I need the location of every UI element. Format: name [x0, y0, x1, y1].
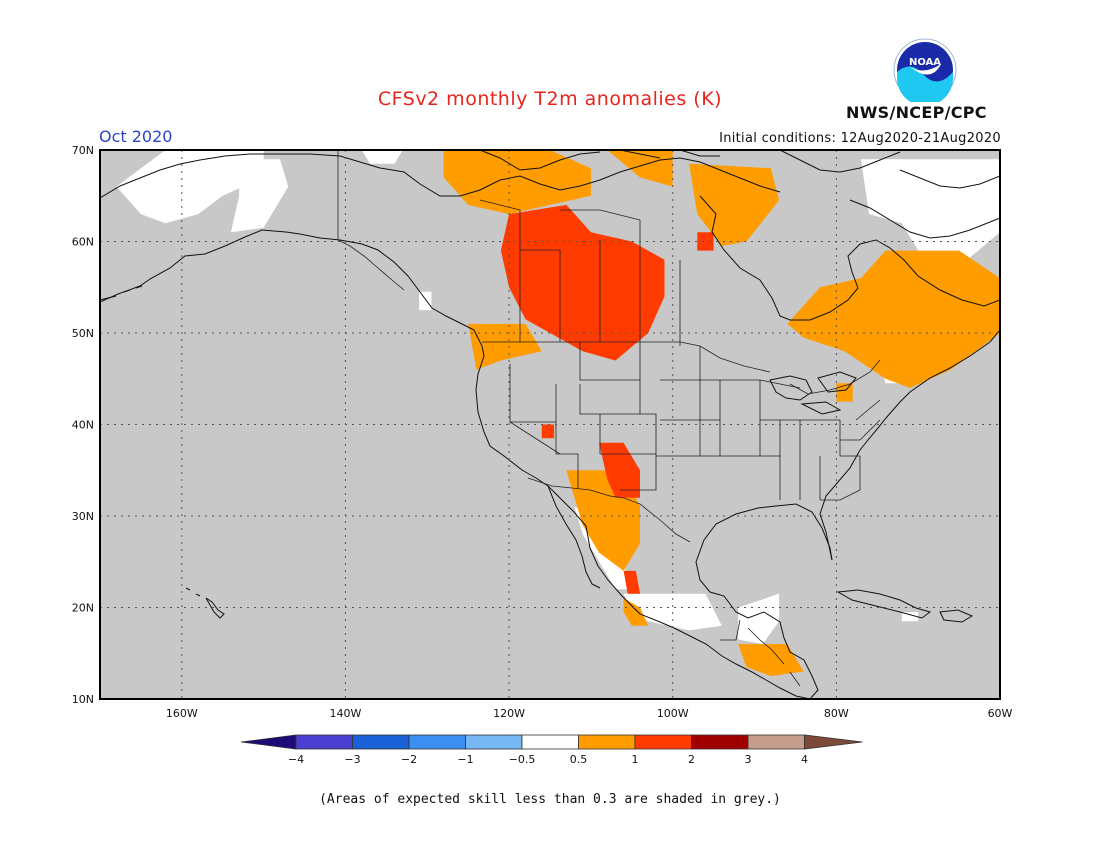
region-red-hudson-west: [697, 232, 714, 251]
skill-footnote: (Areas of expected skill less than 0.3 a…: [319, 792, 781, 807]
colorbar-swatch: [465, 734, 523, 750]
colorbar-swatch: [747, 734, 805, 750]
colorbar-label: −0.5: [509, 753, 536, 766]
colorbar-arrow-low: [240, 734, 297, 750]
colorbar-label: −4: [288, 753, 304, 766]
colorbar: −4 −3 −2 −1 −0.5 0.5 1 2 3 4: [240, 734, 863, 766]
border-central-america: [720, 619, 801, 687]
coastline-florida-east: [819, 329, 1000, 561]
coastline-hudson-bay: [699, 195, 1000, 321]
border-canada-provinces: [479, 199, 681, 346]
region-orange-nunavut: [607, 150, 673, 187]
region-white-hudson-east: [860, 159, 1000, 260]
lat-label: 40N: [72, 419, 94, 432]
political-borders: [337, 150, 881, 687]
lat-label: 70N: [72, 144, 94, 157]
map-frame: [99, 149, 1001, 700]
lat-label: 30N: [72, 510, 94, 523]
colorbar-label: 2: [688, 753, 695, 766]
colorbar-swatch: [295, 734, 353, 750]
region-orange-great-lakes: [836, 383, 853, 402]
lat-label: 60N: [72, 236, 94, 249]
axis-labels: 70N 60N 50N 40N 30N 20N 10N 160W 140W 120W 100W 80W…: [72, 144, 1013, 720]
noaa-logo: NOAA: [893, 38, 957, 102]
colorbar-swatch: [352, 734, 410, 750]
coastline-islands-north: [479, 150, 1000, 189]
coastline-alaska-north: [100, 153, 341, 199]
border-alaska-canada: [337, 150, 405, 291]
region-white-alaska-central: [230, 159, 289, 233]
border-us-canada: [482, 341, 881, 395]
region-orange-central-america: [738, 644, 804, 677]
lon-label: 60W: [988, 707, 1013, 720]
colorbar-arrow-high: [804, 734, 863, 750]
region-red-nevada: [541, 424, 555, 439]
border-states-east: [759, 379, 881, 501]
colorbar-label: −1: [457, 753, 473, 766]
colorbar-label: −2: [401, 753, 417, 766]
region-orange-bc-north: [468, 323, 542, 370]
coastline-great-lakes: [769, 371, 857, 415]
logo-text: NOAA: [909, 57, 941, 68]
border-states-west: [509, 342, 761, 491]
map-title: CFSv2 monthly T2m anomalies (K): [377, 88, 723, 110]
forecast-month: Oct 2020: [99, 127, 173, 146]
coastline-hawaii: [185, 587, 225, 619]
region-white-canada-north: [361, 150, 403, 164]
border-us-mexico: [527, 477, 691, 543]
colorbar-swatch: [691, 734, 749, 750]
region-white-yucatan: [738, 593, 780, 645]
coastline-hispaniola: [939, 609, 974, 623]
region-white-alaska-north: [116, 150, 264, 224]
colorbar-label: −3: [344, 753, 360, 766]
coastline-aleutians: [100, 285, 143, 301]
colorbar-swatch: [578, 734, 636, 750]
graticule: [100, 150, 1000, 699]
region-white-bc: [419, 291, 432, 311]
lon-label: 120W: [493, 707, 525, 720]
colorbar-swatch: [521, 734, 579, 750]
agency-label: NWS/NCEP/CPC: [846, 103, 987, 122]
initial-conditions: Initial conditions: 12Aug2020-21Aug2020: [719, 131, 1001, 146]
lon-label: 80W: [824, 707, 849, 720]
region-red-prairies: [500, 204, 665, 361]
anomaly-regions: [116, 150, 1000, 677]
colorbar-label: 0.5: [570, 753, 588, 766]
colorbar-label: 1: [632, 753, 639, 766]
coastline-north-america: [100, 229, 811, 699]
colorbar-swatch: [634, 734, 692, 750]
colorbar-label: 3: [745, 753, 752, 766]
coastline-cuba: [836, 589, 932, 619]
region-orange-mexico-west: [623, 598, 649, 626]
coastline-baffin: [849, 199, 1000, 239]
region-red-sinaloa: [623, 570, 640, 594]
colorbar-swatch: [408, 734, 466, 750]
region-white-caribbean: [901, 612, 919, 622]
coastline-arctic: [339, 155, 781, 197]
lon-label: 100W: [657, 707, 689, 720]
region-red-four-corners: [599, 442, 640, 498]
lon-label: 160W: [166, 707, 198, 720]
lon-label: 140W: [330, 707, 362, 720]
lat-label: 20N: [72, 602, 94, 615]
region-orange-canada-north: [443, 150, 591, 215]
lat-label: 10N: [72, 693, 94, 706]
coastline-baja: [547, 485, 601, 589]
coastlines: [100, 150, 1000, 699]
coastline-gulf: [695, 503, 833, 699]
lat-label: 50N: [72, 327, 94, 340]
region-orange-quebec-labrador: [787, 250, 1000, 388]
colorbar-label: 4: [801, 753, 808, 766]
